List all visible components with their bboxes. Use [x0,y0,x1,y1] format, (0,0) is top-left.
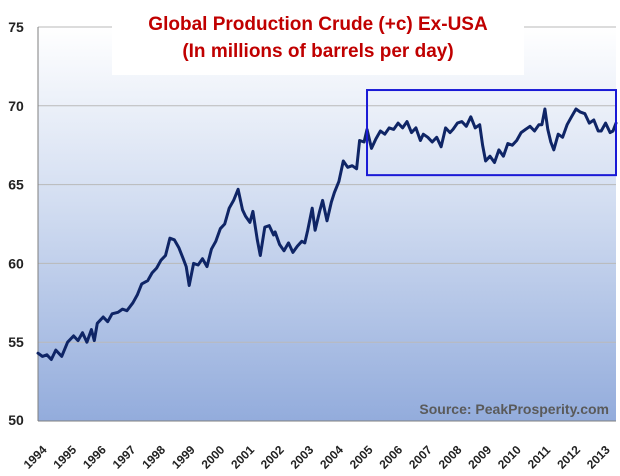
x-tick-label: 1994 [21,443,50,472]
chart-subtitle: (In millions of barrels per day) [182,41,453,62]
y-tick-label: 75 [8,19,24,35]
x-tick-label: 2008 [436,443,465,472]
y-axis-ticks: 50 55 60 65 70 75 [8,19,24,428]
y-tick-label: 60 [8,255,24,271]
production-series-line [36,107,618,361]
y-tick-label: 50 [8,412,24,428]
x-tick-label: 2000 [199,443,228,472]
x-tick-label: 2003 [288,443,317,472]
y-tick-label: 70 [8,98,24,114]
x-tick-label: 2011 [525,443,554,472]
x-tick-label: 1998 [139,443,168,472]
plot-background [38,27,616,421]
source-label: Source: PeakProsperity.com [419,401,609,417]
x-tick-label: 2001 [228,443,257,472]
x-tick-label: 2002 [258,443,287,472]
y-tick-label: 55 [8,334,24,350]
x-tick-label: 1999 [169,443,198,472]
y-tick-label: 65 [8,177,24,193]
x-tick-label: 1995 [50,443,79,472]
title-box [112,3,524,75]
x-tick-label: 2004 [317,443,346,472]
x-axis-ticks: 1994 1995 1996 1997 1998 1999 2000 2001 2002 2003… [21,443,613,472]
chart-title: Global Production Crude (+c) Ex-USA [148,14,488,35]
x-tick-label: 1997 [110,443,139,472]
x-tick-label: 2006 [376,443,405,472]
x-tick-label: 2005 [347,443,376,472]
x-tick-label: 2010 [495,443,524,472]
x-tick-label: 2009 [465,443,494,472]
x-tick-label: 1996 [80,443,109,472]
x-tick-label: 2013 [584,443,613,472]
stable-range-highlight-box [366,89,617,177]
x-tick-label: 2012 [554,443,583,472]
x-tick-label: 2007 [406,443,435,472]
